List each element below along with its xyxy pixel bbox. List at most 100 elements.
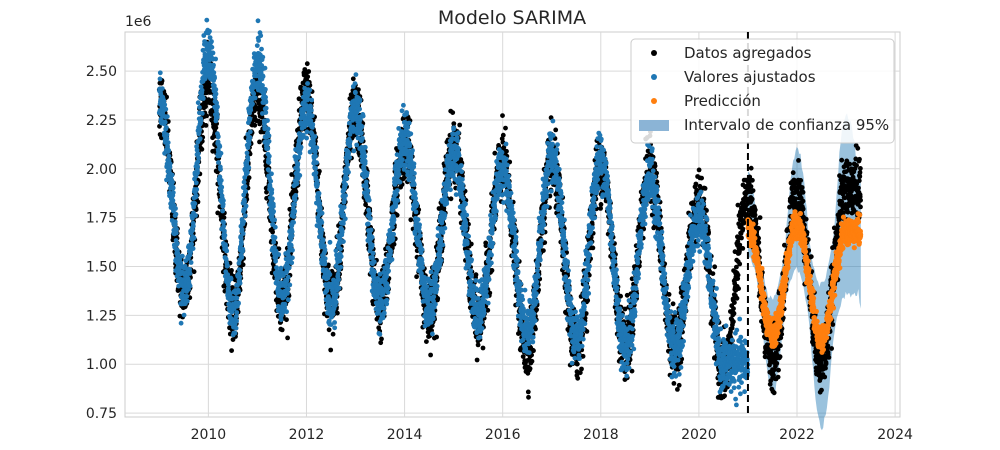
observed-point [574,361,580,367]
observed-point [800,206,806,212]
observed-point [489,268,495,273]
observed-point [424,339,429,344]
observed-point [473,272,479,278]
observed-point [778,343,783,349]
observed-point [732,300,737,305]
observed-point [500,132,506,138]
observed-point [526,394,531,400]
observed-point [750,177,755,183]
observed-point [799,185,805,190]
observed-point [736,286,741,291]
observed-point [699,175,704,181]
observed-point [527,366,533,371]
observed-point [598,202,604,207]
observed-point [579,366,584,372]
observed-point [305,74,311,80]
observed-point [737,261,743,267]
observed-point [748,165,754,171]
observed-point [676,382,682,388]
observed-point [379,336,384,342]
observed-point [776,367,781,373]
observed-point [296,96,302,102]
observed-point [734,295,740,301]
observed-point [330,331,336,337]
observed-point [240,262,246,268]
observed-point [808,254,814,260]
observed-point [199,146,205,152]
observed-point [252,122,258,128]
observed-point [492,150,498,156]
observed-point [803,216,809,222]
observed-point [666,292,672,297]
observed-point [749,196,755,202]
observed-point [450,110,456,115]
observed-point [796,158,801,163]
observed-point [534,307,539,313]
observed-point [675,387,680,392]
observed-point [204,113,210,119]
observed-point [213,125,219,131]
observed-point [774,361,780,366]
observed-point [731,311,737,316]
observed-point [475,342,481,348]
observed-point [752,212,758,218]
observed-point [752,207,758,213]
observed-point [257,139,262,145]
observed-point [428,352,433,358]
observed-point [350,76,356,82]
observed-point [798,178,804,183]
observed-point [525,389,531,395]
observed-point [503,125,508,131]
observed-point [696,167,702,173]
data-points [156,17,864,408]
observed-point [264,189,269,195]
observed-point [819,387,824,393]
observed-point [822,374,828,380]
observed-point [735,272,741,278]
observed-point [693,181,699,187]
observed-point [771,390,777,396]
observed-point [712,264,718,270]
observed-point [279,327,285,333]
observed-point [531,348,536,354]
observed-point [474,357,480,363]
observed-point [731,319,736,325]
observed-point [756,225,761,231]
observed-point [731,306,736,311]
observed-point [541,248,546,254]
observed-point [800,189,806,195]
observed-point [293,189,299,195]
observed-point [670,301,676,307]
observed-point [777,354,783,360]
observed-point [757,215,763,221]
observed-point [285,335,290,341]
observed-point [259,114,265,120]
observed-point [740,246,746,251]
observed-point [408,217,414,223]
observed-point [191,269,197,275]
observed-point [671,381,677,386]
observed-point [414,274,419,280]
observed-point [775,374,781,380]
observed-point [328,347,334,353]
observed-point [739,235,744,241]
observed-point [335,310,340,316]
observed-point [457,122,463,128]
observed-point [756,240,762,245]
observed-point [504,148,509,154]
observed-point [203,123,209,128]
observed-point [480,345,486,351]
observed-point [215,210,221,216]
observed-point [800,198,806,204]
observed-point [590,245,596,251]
observed-point [306,69,312,74]
observed-point [702,186,708,191]
observed-point [748,184,754,189]
observed-point [790,170,796,176]
observed-point [750,188,756,194]
observed-point [710,271,716,276]
observed-point [553,127,559,133]
observed-point [326,327,332,333]
